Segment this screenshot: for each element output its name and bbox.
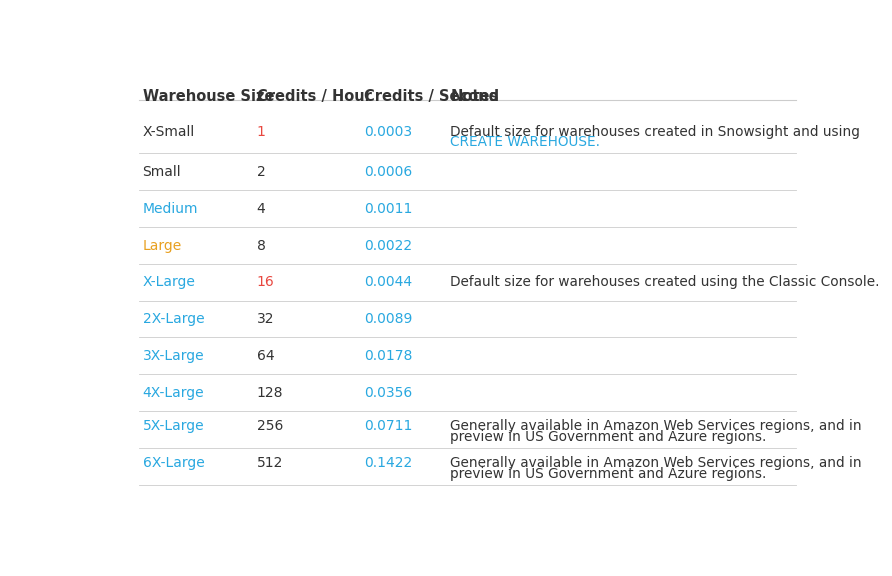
Text: 4: 4 xyxy=(257,202,266,216)
Text: 0.0006: 0.0006 xyxy=(364,165,412,179)
Text: Generally available in Amazon Web Services regions, and in: Generally available in Amazon Web Servic… xyxy=(450,419,862,433)
Text: CREATE WAREHOUSE.: CREATE WAREHOUSE. xyxy=(450,135,600,149)
Text: 4X-Large: 4X-Large xyxy=(143,386,204,400)
Text: 0.1422: 0.1422 xyxy=(364,456,412,470)
Text: Default size for warehouses created using the Classic Console.: Default size for warehouses created usin… xyxy=(450,275,880,289)
Text: 0.0044: 0.0044 xyxy=(364,275,412,289)
Text: Generally available in Amazon Web Services regions, and in: Generally available in Amazon Web Servic… xyxy=(450,456,862,470)
Text: 0.0178: 0.0178 xyxy=(364,349,412,363)
Text: 32: 32 xyxy=(257,312,274,326)
Text: 64: 64 xyxy=(257,349,275,363)
Text: 0.0022: 0.0022 xyxy=(364,238,412,252)
Text: Default size for warehouses created in Snowsight and using: Default size for warehouses created in S… xyxy=(450,124,860,139)
Text: X-Small: X-Small xyxy=(143,124,194,139)
Text: Small: Small xyxy=(143,165,181,179)
Text: preview in US Government and Azure regions.: preview in US Government and Azure regio… xyxy=(450,430,766,444)
Text: 256: 256 xyxy=(257,419,283,433)
Text: 0.0089: 0.0089 xyxy=(364,312,412,326)
Text: Warehouse Size: Warehouse Size xyxy=(143,89,274,104)
Text: 2X-Large: 2X-Large xyxy=(143,312,204,326)
Text: X-Large: X-Large xyxy=(143,275,195,289)
Text: Credits / Second: Credits / Second xyxy=(364,89,499,104)
Text: Large: Large xyxy=(143,238,182,252)
Text: 6X-Large: 6X-Large xyxy=(143,456,204,470)
Text: 512: 512 xyxy=(257,456,283,470)
Text: 0.0011: 0.0011 xyxy=(364,202,412,216)
Text: 0.0003: 0.0003 xyxy=(364,124,412,139)
Text: preview in US Government and Azure regions.: preview in US Government and Azure regio… xyxy=(450,467,766,480)
Text: 0.0356: 0.0356 xyxy=(364,386,412,400)
Text: 1: 1 xyxy=(257,124,266,139)
Text: Notes: Notes xyxy=(450,89,499,104)
Text: 5X-Large: 5X-Large xyxy=(143,419,204,433)
Text: 3X-Large: 3X-Large xyxy=(143,349,204,363)
Text: Medium: Medium xyxy=(143,202,198,216)
Text: 128: 128 xyxy=(257,386,283,400)
Text: 2: 2 xyxy=(257,165,266,179)
Text: 0.0711: 0.0711 xyxy=(364,419,412,433)
Text: 16: 16 xyxy=(257,275,275,289)
Text: Credits / Hour: Credits / Hour xyxy=(257,89,372,104)
Text: 8: 8 xyxy=(257,238,266,252)
